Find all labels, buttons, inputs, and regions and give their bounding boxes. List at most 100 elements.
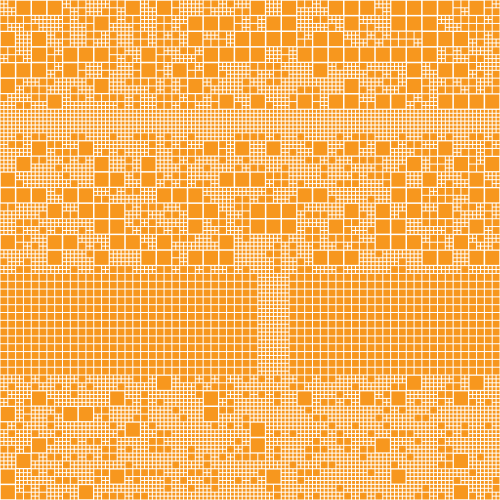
tile	[391, 137, 395, 141]
tile	[426, 109, 430, 113]
tile	[266, 188, 273, 195]
tile	[363, 238, 367, 242]
tile	[488, 74, 492, 78]
tile	[359, 172, 363, 176]
tile	[4, 125, 8, 129]
tile	[98, 133, 102, 137]
tile	[31, 211, 35, 215]
tile	[98, 191, 102, 195]
tile	[273, 105, 277, 109]
tile	[488, 63, 492, 66]
tile	[160, 180, 164, 184]
tile	[70, 156, 74, 160]
tile	[258, 16, 262, 20]
tile	[453, 203, 457, 207]
tile	[16, 188, 31, 203]
tile	[160, 86, 164, 90]
tile	[16, 250, 20, 254]
tile	[395, 211, 398, 215]
tile	[395, 86, 398, 90]
tile	[90, 219, 94, 223]
tile	[145, 188, 148, 191]
tile	[387, 164, 391, 168]
tile	[273, 117, 277, 121]
tile	[406, 117, 410, 121]
tile	[74, 156, 78, 160]
tile	[305, 262, 309, 266]
tile	[94, 39, 98, 43]
tile	[102, 188, 105, 191]
tile	[480, 117, 484, 121]
tile	[23, 219, 31, 227]
tile	[238, 86, 242, 90]
tile	[453, 148, 457, 152]
tile	[55, 137, 59, 141]
tile	[160, 109, 164, 113]
tile	[422, 156, 426, 160]
tile	[129, 86, 133, 90]
tile	[195, 270, 199, 273]
tile	[410, 219, 414, 223]
tile	[371, 129, 375, 133]
tile	[344, 246, 348, 250]
tile	[35, 234, 39, 238]
tile	[4, 211, 8, 215]
tile	[285, 102, 289, 105]
tile	[51, 266, 55, 270]
tile	[125, 266, 133, 273]
tile	[488, 47, 492, 51]
tile	[293, 78, 297, 82]
tile	[31, 254, 35, 258]
tile	[20, 27, 23, 31]
tile	[430, 63, 437, 70]
tile	[305, 82, 309, 86]
tile	[266, 102, 273, 109]
tile	[395, 164, 398, 168]
tile	[488, 242, 492, 246]
tile	[207, 129, 211, 133]
tile	[485, 250, 500, 265]
tile	[12, 215, 16, 219]
tile	[328, 184, 332, 187]
tile	[160, 78, 164, 82]
tile	[309, 16, 312, 20]
tile	[0, 8, 4, 12]
tile	[281, 133, 285, 137]
tile	[227, 82, 230, 86]
tile	[223, 12, 227, 16]
tile	[195, 246, 199, 250]
tile	[203, 109, 207, 113]
tile	[422, 172, 437, 187]
tile	[359, 152, 363, 156]
tile	[332, 145, 336, 148]
tile	[367, 82, 371, 86]
tile	[125, 35, 129, 39]
tile	[31, 121, 35, 125]
tile	[195, 234, 199, 238]
tile	[164, 78, 172, 86]
tile	[129, 102, 133, 105]
tile	[270, 98, 273, 102]
tile	[47, 223, 51, 227]
tile	[180, 109, 184, 113]
tile	[47, 141, 55, 148]
tile	[398, 203, 402, 207]
tile	[78, 31, 82, 35]
tile	[230, 74, 234, 78]
tile	[27, 180, 31, 184]
tile	[55, 78, 59, 82]
tile	[441, 184, 445, 187]
tile	[164, 125, 168, 129]
tile	[422, 242, 430, 250]
tile	[430, 105, 434, 109]
tile	[27, 98, 31, 102]
tile	[70, 160, 74, 164]
tile	[141, 20, 145, 23]
tile	[94, 273, 102, 281]
tile	[43, 246, 47, 250]
tile	[129, 98, 133, 102]
tile	[289, 94, 297, 102]
tile	[367, 184, 371, 187]
tile	[211, 172, 215, 176]
tile	[51, 195, 55, 199]
